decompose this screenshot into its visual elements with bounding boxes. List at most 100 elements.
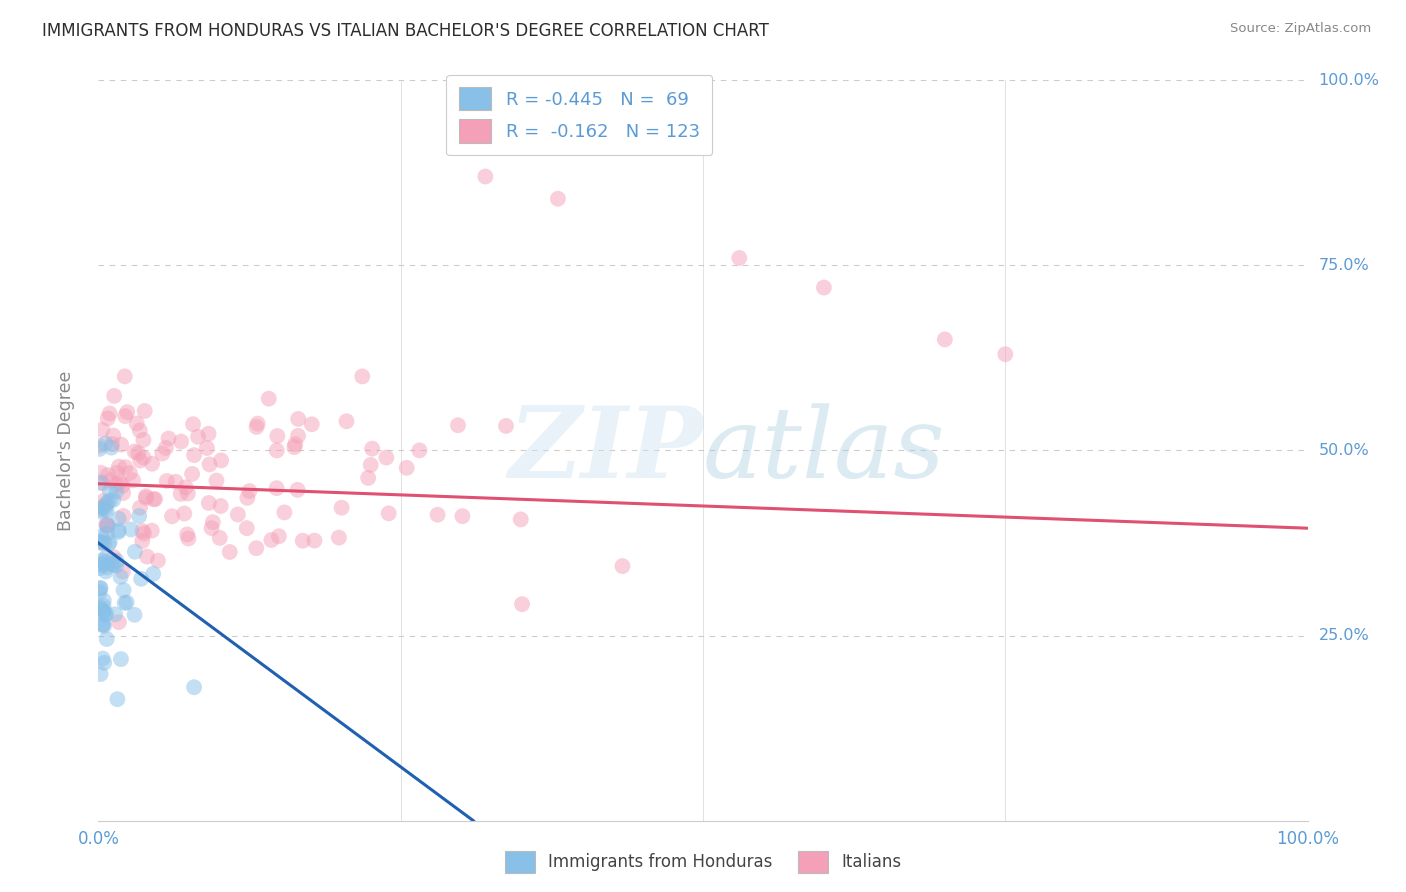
Point <box>110 437 132 451</box>
Text: IMMIGRANTS FROM HONDURAS VS ITALIAN BACHELOR'S DEGREE CORRELATION CHART: IMMIGRANTS FROM HONDURAS VS ITALIAN BACH… <box>42 22 769 40</box>
Point <box>245 420 267 434</box>
Point <box>266 481 288 495</box>
Point <box>135 491 157 505</box>
Point <box>93 557 115 571</box>
Point <box>91 604 114 618</box>
Point <box>103 389 125 403</box>
Text: Source: ZipAtlas.com: Source: ZipAtlas.com <box>1230 22 1371 36</box>
Point <box>104 607 127 622</box>
Point <box>176 527 198 541</box>
Point <box>510 597 533 611</box>
Point <box>304 533 326 548</box>
Point <box>94 498 117 512</box>
Point <box>135 489 157 503</box>
Point <box>97 519 120 533</box>
Point <box>105 477 128 491</box>
Point <box>90 504 112 518</box>
Point <box>122 473 145 487</box>
Point <box>94 608 117 623</box>
Point <box>96 503 118 517</box>
Point <box>495 418 517 433</box>
Point <box>170 434 193 449</box>
Point <box>612 559 634 574</box>
Point <box>128 424 150 438</box>
Point <box>447 418 470 433</box>
Point <box>91 617 114 632</box>
Point <box>181 417 204 432</box>
Point <box>91 553 114 567</box>
Point <box>198 496 221 510</box>
Point <box>89 442 111 456</box>
Text: ZIP: ZIP <box>508 402 703 499</box>
Point <box>236 491 259 505</box>
Point <box>174 480 197 494</box>
Point <box>426 508 449 522</box>
Point <box>129 453 152 467</box>
Point <box>287 483 309 497</box>
Point <box>90 558 112 572</box>
Point <box>266 429 288 443</box>
Point <box>813 280 835 294</box>
Point <box>90 500 112 515</box>
Point <box>330 500 353 515</box>
Point <box>98 407 121 421</box>
Point <box>93 493 115 508</box>
Point <box>93 619 115 633</box>
Point <box>93 604 115 618</box>
Point <box>93 500 115 514</box>
Point <box>96 632 118 646</box>
Point <box>89 439 111 453</box>
Point <box>142 566 165 581</box>
Point <box>246 417 269 431</box>
Point <box>93 555 115 569</box>
Point <box>89 581 111 595</box>
Point <box>90 600 112 615</box>
Point <box>94 565 117 579</box>
Point <box>114 409 136 423</box>
Point <box>89 602 111 616</box>
Point <box>226 508 249 522</box>
Point <box>111 565 134 579</box>
Point <box>361 442 384 456</box>
Point <box>89 585 111 599</box>
Point <box>218 545 240 559</box>
Point <box>96 549 118 564</box>
Point <box>94 502 117 516</box>
Point <box>236 521 259 535</box>
Point <box>125 417 148 431</box>
Point <box>107 511 129 525</box>
Point <box>201 515 224 529</box>
Point <box>128 508 150 523</box>
Point <box>205 474 228 488</box>
Point <box>934 332 956 346</box>
Point <box>108 475 131 489</box>
Point <box>90 466 112 480</box>
Point <box>200 521 222 535</box>
Point <box>103 492 125 507</box>
Point <box>301 417 323 432</box>
Point <box>197 426 219 441</box>
Point <box>97 411 120 425</box>
Point <box>150 446 173 460</box>
Point <box>291 533 314 548</box>
Y-axis label: Bachelor's Degree: Bachelor's Degree <box>56 370 75 531</box>
Point <box>89 581 111 595</box>
Text: 75.0%: 75.0% <box>1319 258 1369 273</box>
Point <box>208 531 231 545</box>
Point <box>108 615 131 629</box>
Point <box>90 529 112 543</box>
Point <box>141 524 163 538</box>
Text: 100.0%: 100.0% <box>1319 73 1379 87</box>
Point <box>357 471 380 485</box>
Point <box>91 651 114 665</box>
Point <box>328 531 350 545</box>
Point <box>375 450 398 465</box>
Point <box>97 537 120 551</box>
Point <box>257 392 280 406</box>
Point <box>103 558 125 572</box>
Point <box>177 532 200 546</box>
Point <box>91 423 114 437</box>
Text: 25.0%: 25.0% <box>1319 628 1369 643</box>
Point <box>105 484 128 499</box>
Point <box>91 476 114 491</box>
